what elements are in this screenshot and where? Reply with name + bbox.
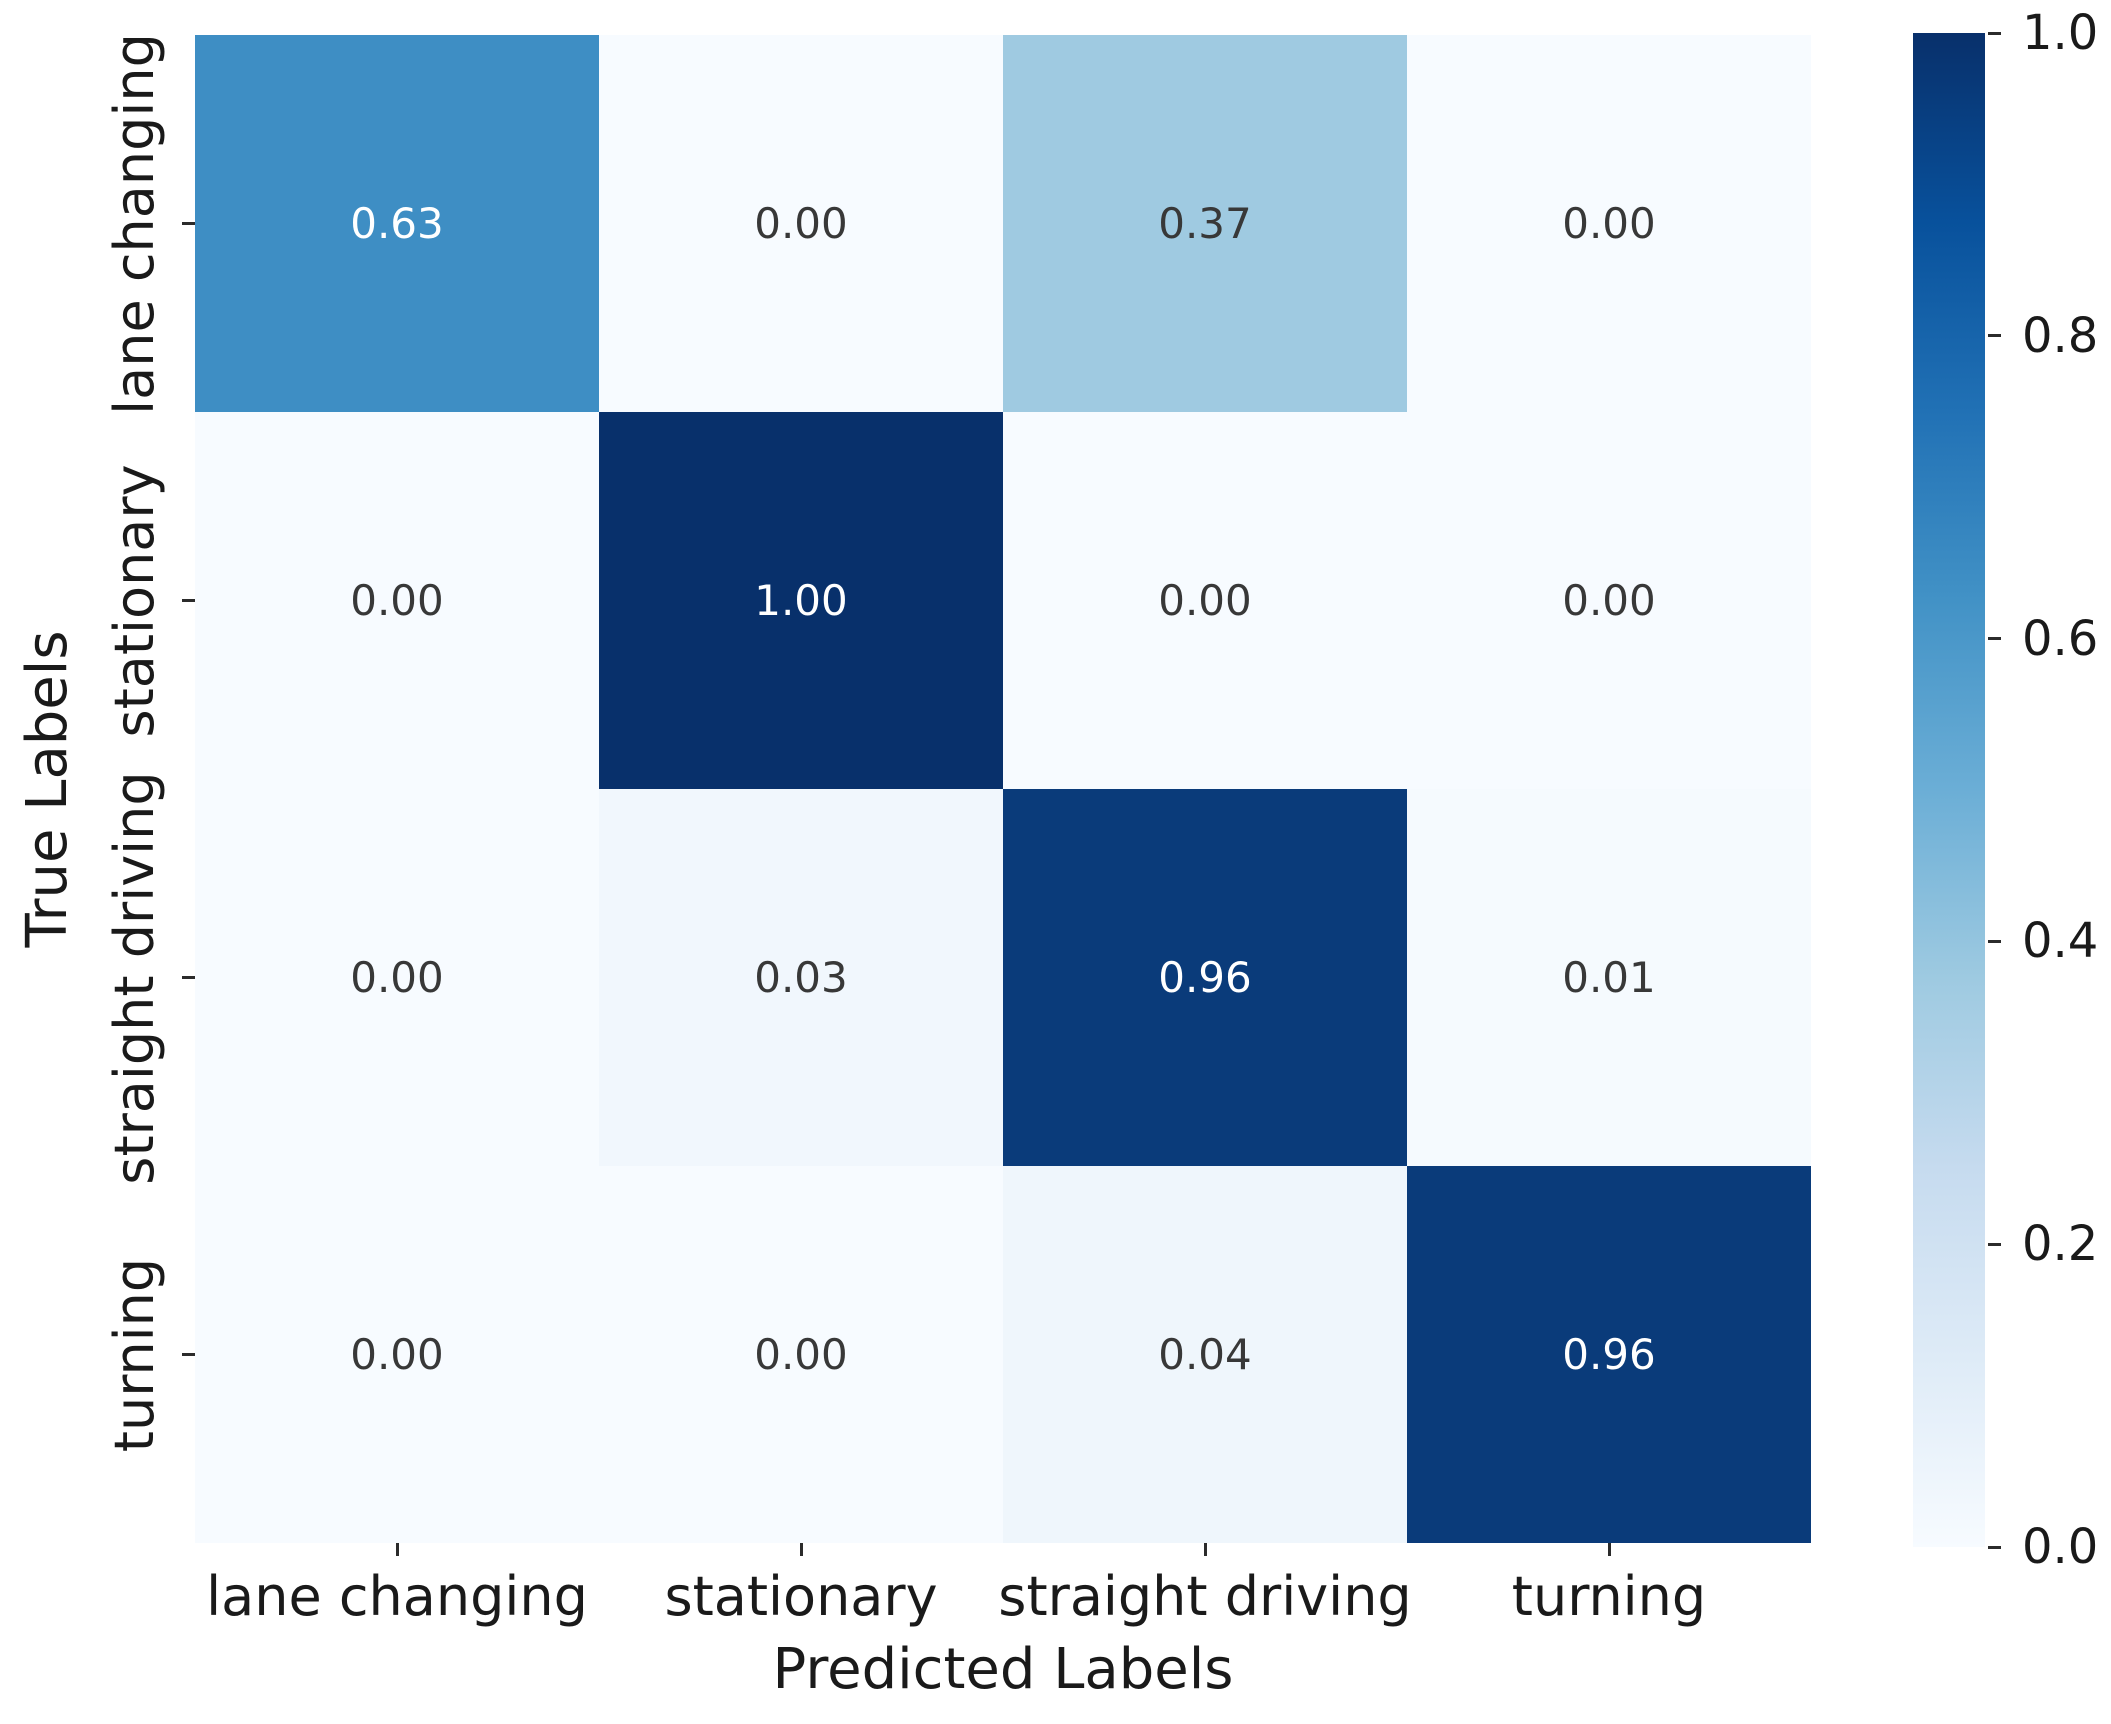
y-axis-title: True Labels [15, 630, 80, 948]
colorbar-tick-label-0.0: 0.0 [2022, 1519, 2099, 1575]
cell-value: 0.00 [350, 575, 444, 625]
colorbar-tick-label-0.4: 0.4 [2022, 913, 2099, 970]
x-tick-mark [1607, 1543, 1611, 1556]
x-tick-label-stationary: stationary [664, 1565, 938, 1628]
x-tick-label-lane-changing: lane changing [206, 1565, 588, 1628]
cell-r3c2: 0.04 [1003, 1166, 1407, 1543]
cell-value: 0.00 [350, 952, 444, 1002]
y-tick-label-lane-changing: lane changing [103, 32, 166, 415]
cell-r1c2: 0.00 [1003, 412, 1407, 789]
cell-r0c3: 0.00 [1407, 35, 1811, 412]
x-tick-mark [1203, 1543, 1207, 1556]
colorbar-tick-mark [1988, 637, 2001, 641]
colorbar-tick-mark [1988, 1545, 2001, 1549]
heatmap-grid: 0.63 0.00 0.37 0.00 0.00 1.00 0.00 0.00 0.00 0.03… [195, 35, 1811, 1543]
cell-r1c3: 0.00 [1407, 412, 1811, 789]
x-tick-label-turning: turning [1511, 1565, 1707, 1628]
cell-value: 0.00 [1562, 575, 1656, 625]
colorbar-tick-mark [1988, 1242, 2001, 1246]
colorbar-tick-label-0.8: 0.8 [2022, 307, 2099, 364]
y-tick-label-turning: turning [103, 1257, 166, 1452]
cell-r1c0: 0.00 [195, 412, 599, 789]
colorbar-tick-label-0.2: 0.2 [2022, 1216, 2099, 1273]
x-tick-mark [799, 1543, 803, 1556]
y-tick-label-stationary: stationary [103, 463, 166, 738]
colorbar-tick-mark [1988, 939, 2001, 943]
cell-r1c1: 1.00 [599, 412, 1003, 789]
cell-value: 1.00 [754, 575, 848, 625]
cell-r2c1: 0.03 [599, 789, 1003, 1166]
y-tick-mark [182, 976, 195, 979]
cell-value: 0.00 [1158, 575, 1252, 625]
cell-r0c1: 0.00 [599, 35, 1003, 412]
cell-r2c2: 0.96 [1003, 789, 1407, 1166]
x-tick-mark [395, 1543, 399, 1556]
cell-value: 0.96 [1562, 1329, 1656, 1379]
cell-r0c2: 0.37 [1003, 35, 1407, 412]
cell-value: 0.04 [1158, 1329, 1252, 1379]
cell-value: 0.00 [754, 1329, 848, 1379]
colorbar [1913, 33, 1985, 1547]
cell-r3c0: 0.00 [195, 1166, 599, 1543]
y-tick-mark [182, 222, 195, 225]
colorbar-tick-mark [1988, 31, 2001, 35]
cell-r2c3: 0.01 [1407, 789, 1811, 1166]
cell-r0c0: 0.63 [195, 35, 599, 412]
cell-value: 0.96 [1158, 952, 1252, 1002]
cell-r2c0: 0.00 [195, 789, 599, 1166]
y-tick-mark [182, 599, 195, 602]
cell-value: 0.03 [754, 952, 848, 1002]
cell-value: 0.37 [1158, 198, 1252, 248]
x-tick-label-straight-driving: straight driving [998, 1565, 1412, 1628]
cell-value: 0.01 [1562, 952, 1656, 1002]
y-tick-label-straight-driving: straight driving [103, 770, 166, 1185]
cell-r3c3: 0.96 [1407, 1166, 1811, 1543]
cell-value: 0.00 [1562, 198, 1656, 248]
colorbar-tick-mark [1988, 334, 2001, 338]
colorbar-tick-label-0.6: 0.6 [2022, 610, 2099, 667]
cell-value: 0.00 [350, 1329, 444, 1379]
y-tick-mark [182, 1353, 195, 1356]
cell-r3c1: 0.00 [599, 1166, 1003, 1543]
colorbar-tick-label-1.0: 1.0 [2022, 5, 2099, 61]
cell-value: 0.00 [754, 198, 848, 248]
x-axis-title: Predicted Labels [772, 1637, 1234, 1702]
cell-value: 0.63 [350, 198, 444, 248]
